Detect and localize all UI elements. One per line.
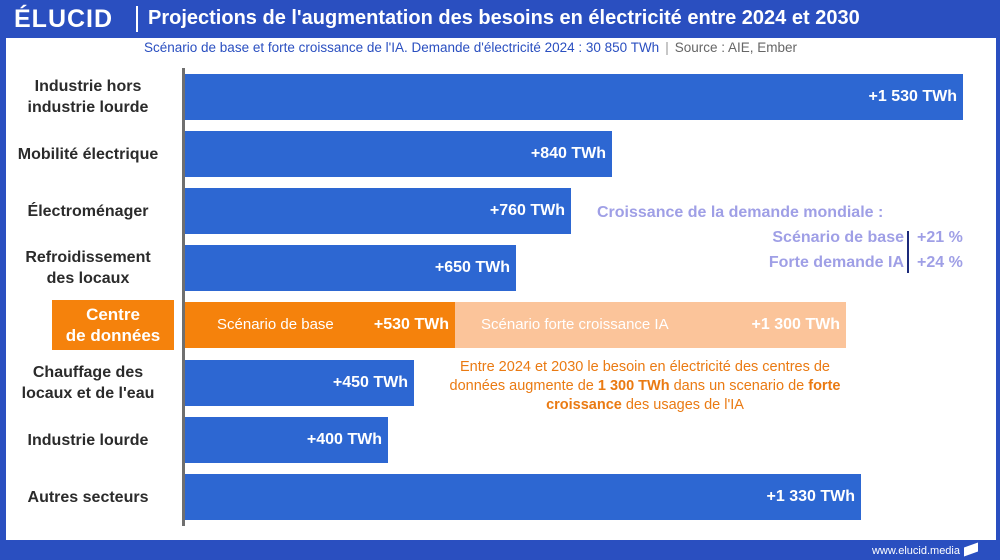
chart-subtitle: Scénario de base et forte croissance de … — [144, 40, 797, 55]
bar — [185, 188, 571, 234]
category-label: Industrie hors industrie lourde — [6, 76, 170, 118]
datacenter-note: Entre 2024 et 2030 le besoin en électric… — [440, 358, 850, 415]
growth-name: Scénario de base — [772, 229, 904, 246]
category-label-line: Centre — [86, 305, 140, 324]
note-text: dans un scenario de — [669, 378, 809, 394]
growth-name: Forte demande IA — [768, 254, 904, 271]
category-label-line: Industrie hors — [34, 78, 142, 95]
category-label: Industrie lourde — [6, 430, 170, 451]
bar — [185, 360, 414, 406]
category-label-line: Autres secteurs — [27, 488, 149, 506]
value-label: +840 TWh — [530, 145, 606, 162]
value-label: +400 TWh — [306, 431, 382, 448]
note-bold: forte croissance — [546, 378, 841, 413]
subtitle-text: Scénario de base et forte croissance de … — [144, 40, 660, 55]
header-divider — [136, 6, 138, 32]
growth-title: Croissance de la demande mondiale : — [597, 204, 884, 221]
category-label: Refroidissement des locaux — [6, 247, 170, 289]
y-axis-line — [182, 68, 185, 526]
bar — [185, 474, 861, 520]
series-label: Scénario forte croissance IA — [481, 316, 669, 333]
note-text: Entre 2024 et 2030 le besoin en électric… — [449, 359, 830, 394]
category-label-line: locaux et de l'eau — [21, 385, 155, 402]
bar — [185, 417, 388, 463]
growth-value: +24 % — [917, 254, 963, 271]
category-label-line: industrie lourde — [27, 99, 149, 116]
value-label: +1 300 TWh — [751, 316, 840, 333]
chart-title: Projections de l'augmentation des besoin… — [148, 7, 860, 29]
category-label-line: des locaux — [46, 270, 130, 287]
bar — [185, 245, 516, 291]
category-label-line: Électroménager — [27, 202, 149, 220]
note-bold: 1 300 TWh — [597, 378, 670, 394]
bar — [185, 131, 612, 177]
category-label: Mobilité électrique — [6, 144, 170, 165]
value-label: +1 530 TWh — [868, 88, 957, 105]
subtitle-separator: | — [665, 40, 669, 55]
category-label: Chauffage des locaux et de l'eau — [6, 362, 170, 404]
flag-icon — [964, 542, 978, 557]
bar — [185, 74, 963, 120]
series-label: Scénario de base — [217, 316, 334, 333]
note-text: des usages de l'IA — [621, 397, 744, 413]
growth-value: +21 % — [917, 229, 963, 246]
category-label-line: Industrie lourde — [27, 431, 149, 449]
footer-url: www.elucid.media — [871, 545, 960, 557]
category-label-line: Chauffage des — [32, 364, 144, 381]
category-label: Autres secteurs — [6, 487, 170, 508]
bar-base-scenario — [185, 302, 455, 348]
brand-logo: ÉLUCID — [14, 5, 114, 33]
value-label: +450 TWh — [332, 374, 408, 391]
value-label: +650 TWh — [434, 259, 510, 276]
growth-divider — [907, 231, 909, 273]
value-label: +530 TWh — [373, 316, 449, 333]
category-label-line: de données — [65, 326, 161, 345]
category-label: Électroménager — [6, 201, 170, 222]
category-label-line: Mobilité électrique — [17, 145, 159, 163]
header-bar: ÉLUCID Projections de l'augmentation des… — [0, 0, 1000, 38]
category-label-line: Refroidissement — [25, 249, 151, 266]
source-text: Source : AIE, Ember — [674, 40, 798, 55]
value-label: +760 TWh — [489, 202, 565, 219]
value-label: +1 330 TWh — [766, 488, 855, 505]
category-label: Centre de données — [52, 300, 174, 350]
